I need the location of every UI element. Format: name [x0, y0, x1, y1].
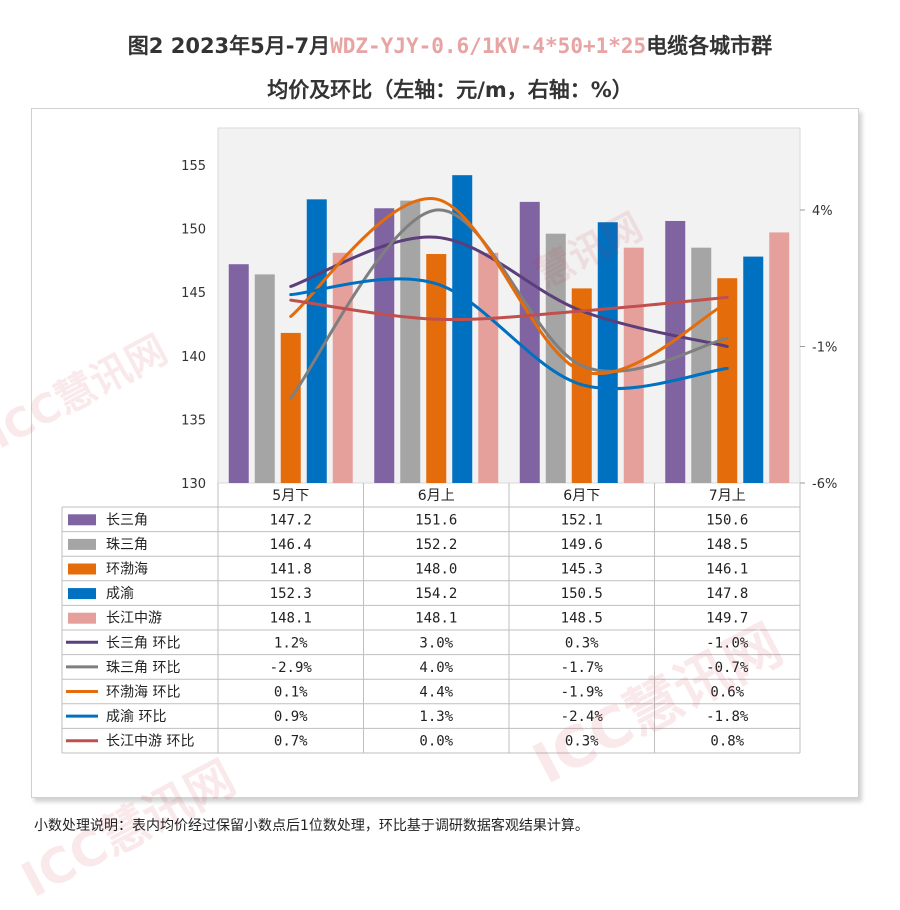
table-cell: -2.4%	[561, 709, 604, 725]
bar-1-1	[228, 264, 249, 483]
line-series-3	[289, 197, 729, 375]
bar-4-4	[743, 256, 764, 483]
table-cell: 147.8	[706, 586, 748, 602]
legend-label: 成渝	[106, 586, 134, 602]
y-tick-label: 155	[181, 159, 206, 174]
table-cell: 148.5	[561, 611, 603, 627]
table-cell: 0.3%	[565, 734, 599, 750]
bar-4-3	[597, 222, 618, 484]
bar-1-3	[519, 201, 540, 483]
line-series-5	[289, 295, 729, 321]
chart-title-line2: 均价及环比（左轴：元/m，右轴：%）	[267, 78, 633, 102]
table-cell: 0.6%	[710, 685, 744, 701]
table-cell: 1.3%	[419, 709, 453, 725]
table-cell: -0.7%	[706, 660, 749, 676]
table-cell: 141.8	[270, 562, 312, 578]
y2-tick-label: -6%	[812, 477, 837, 492]
table-cell: 3.0%	[419, 635, 453, 651]
table-cell: 152.1	[561, 512, 603, 528]
table-cell: 148.0	[415, 562, 457, 578]
legend-label: 珠三角 环比	[106, 660, 180, 676]
table-cell: 150.5	[561, 586, 603, 602]
legend-label: 长三角 环比	[106, 635, 180, 651]
table-cell: 149.7	[706, 611, 748, 627]
bar-1-4	[665, 220, 686, 483]
table-cell: 0.9%	[274, 709, 308, 725]
bar-3-2	[426, 254, 447, 483]
y-tick-label: 145	[181, 286, 206, 301]
bar-4-1	[306, 199, 327, 483]
x-tick-label: 6月下	[563, 488, 600, 504]
table-cell: 146.1	[706, 562, 748, 578]
table-cell: 146.4	[270, 537, 312, 553]
table-cell: 152.3	[270, 586, 312, 602]
bar-2-1	[254, 274, 275, 483]
legend-label: 成渝 环比	[106, 709, 166, 725]
bar-3-1	[280, 332, 301, 483]
legend-label: 珠三角	[106, 537, 148, 553]
table-cell: -2.9%	[270, 660, 313, 676]
line-series-4	[289, 277, 729, 391]
bar-3-4	[717, 278, 738, 483]
table-cell: -1.8%	[706, 709, 749, 725]
table-cell: 148.1	[270, 611, 312, 627]
table-cell: 148.1	[415, 611, 457, 627]
y-tick-label: 140	[181, 350, 206, 365]
chart-title-line1: 图2 2023年5月-7月WDZ-YJY-0.6/1KV-4*50+1*25电缆…	[0, 30, 900, 60]
table-cell: 152.2	[415, 537, 457, 553]
table-cell: 0.0%	[419, 734, 453, 750]
legend-swatch-bar	[68, 588, 96, 600]
table-cell: -1.9%	[561, 685, 604, 701]
y2-tick-label: 4%	[812, 204, 833, 219]
x-tick-label: 7月上	[709, 488, 746, 504]
legend-label: 环渤海	[106, 562, 148, 578]
x-tick-label: 6月上	[418, 488, 455, 504]
legend-swatch-bar	[68, 563, 96, 575]
y-tick-label: 150	[181, 223, 206, 238]
y-tick-label: 135	[181, 413, 206, 428]
legend-swatch-bar	[68, 612, 96, 624]
table-cell: 0.1%	[274, 685, 308, 701]
legend-label: 长江中游	[106, 611, 162, 627]
table-cell: 4.4%	[419, 685, 453, 701]
y-tick-label: 130	[181, 477, 206, 492]
table-cell: 145.3	[561, 562, 603, 578]
table-cell: 0.7%	[274, 734, 308, 750]
table-cell: 149.6	[561, 537, 603, 553]
footnote: 小数处理说明：表内均价经过保留小数点后1位数处理，环比基于调研数据客观结果计算。	[34, 818, 589, 834]
plot-area	[217, 127, 801, 484]
title-suffix: 电缆各城市群	[646, 34, 773, 58]
table-cell: -1.7%	[561, 660, 604, 676]
legend-swatch-bar	[68, 538, 96, 550]
table-cell: 0.8%	[710, 734, 744, 750]
line-series-1	[289, 235, 729, 348]
table-cell: -1.0%	[706, 635, 749, 651]
legend-swatch-bar	[68, 514, 96, 526]
table-cell: 150.6	[706, 512, 748, 528]
table-cell: 1.2%	[274, 635, 308, 651]
title-model-highlight: WDZ-YJY-0.6/1KV-4*50+1*25	[330, 34, 647, 58]
bar-2-4	[691, 247, 712, 483]
bar-5-2	[478, 252, 499, 483]
bar-4-2	[452, 175, 473, 483]
table-cell: 0.3%	[565, 635, 599, 651]
x-tick-label: 5月下	[272, 488, 309, 504]
bar-1-2	[374, 208, 395, 484]
table-cell: 154.2	[415, 586, 457, 602]
legend-label: 长三角	[106, 512, 148, 528]
legend-label: 环渤海 环比	[106, 685, 180, 701]
table-cell: 4.0%	[419, 660, 453, 676]
table-cell: 147.2	[270, 512, 312, 528]
y2-tick-label: -1%	[812, 341, 837, 356]
table-cell: 148.5	[706, 537, 748, 553]
legend-label: 长江中游 环比	[106, 734, 194, 750]
title-prefix: 图2 2023年5月-7月	[127, 34, 331, 58]
bar-2-2	[400, 200, 421, 483]
table-cell: 151.6	[415, 512, 457, 528]
bar-5-4	[769, 232, 790, 483]
chart-svg: 130 135 140 145 150 155 4% -1% -6% 5月下 6月上 6月下 7月上长三…	[61, 127, 837, 754]
